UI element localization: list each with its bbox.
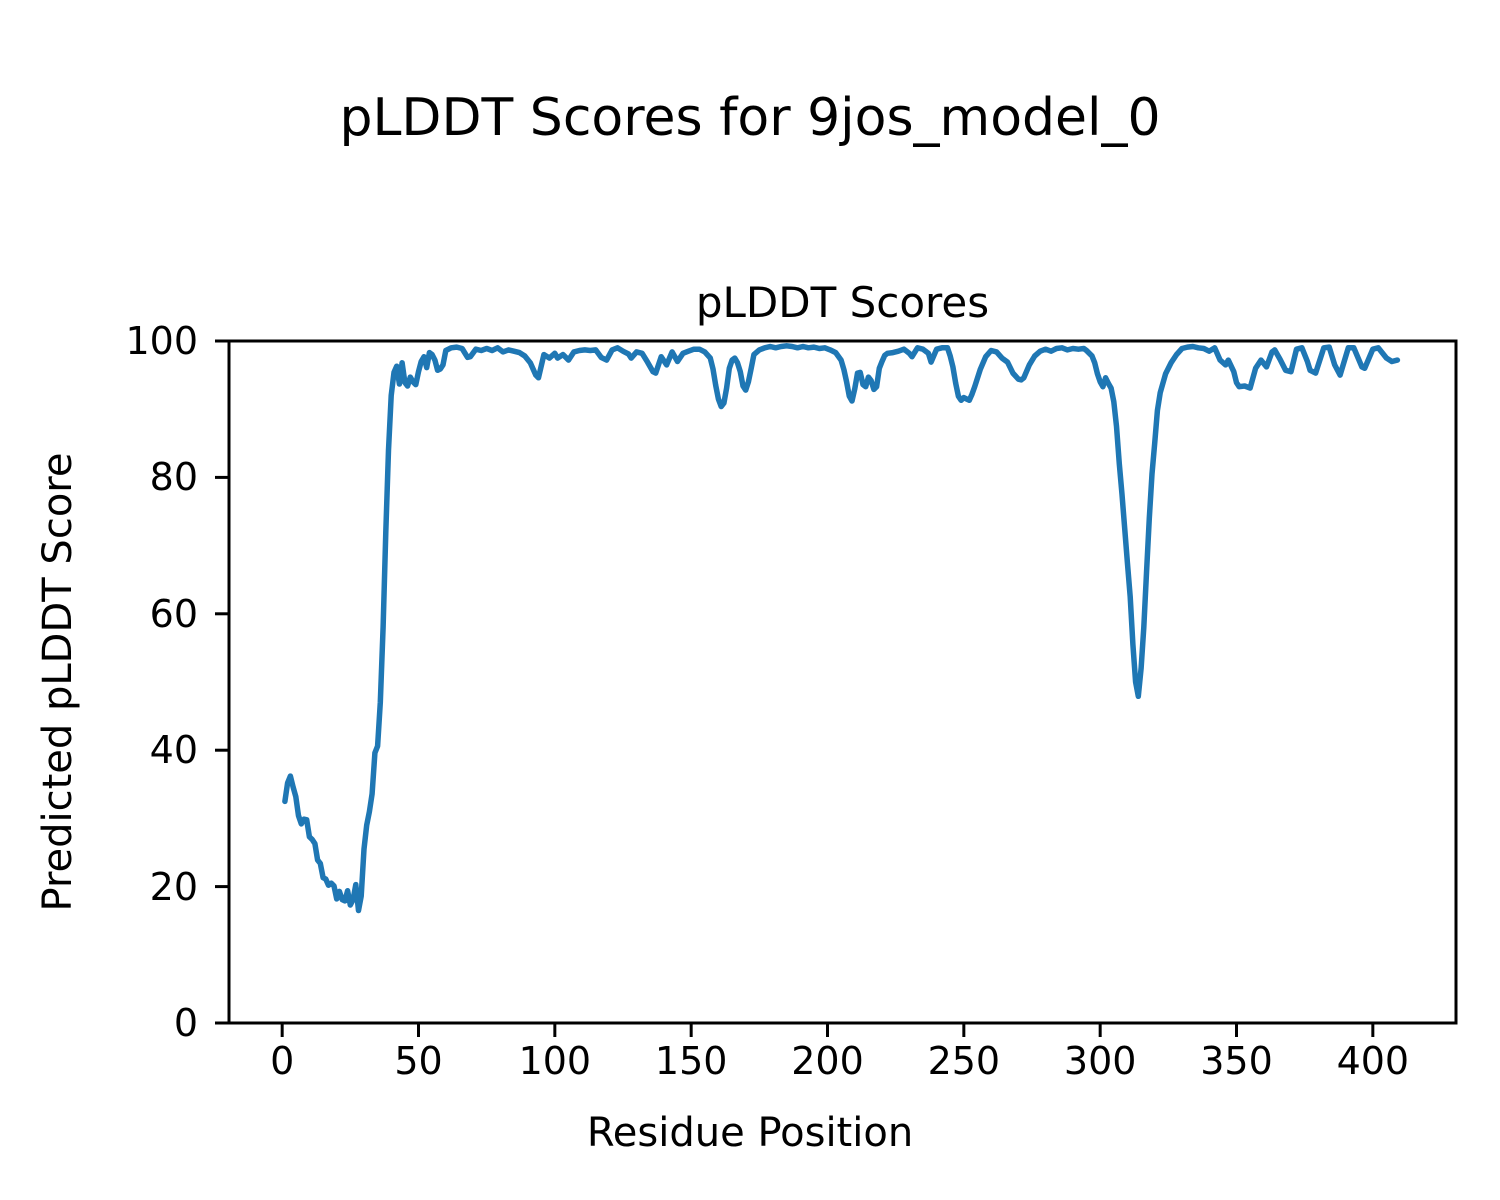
x-tick-label: 350 (1200, 1039, 1273, 1083)
y-tick-label: 40 (149, 728, 198, 773)
y-tick-label: 0 (173, 1001, 198, 1045)
x-tick-label: 150 (654, 1039, 728, 1083)
y-tick-label: 20 (149, 864, 198, 909)
x-tick-label: 250 (927, 1039, 1001, 1083)
y-tick-label: 100 (125, 319, 198, 363)
axes-frame (227, 339, 1458, 1025)
x-tick-label: 200 (791, 1039, 864, 1083)
x-tick-label: 50 (394, 1039, 443, 1083)
x-tick-label: 0 (270, 1039, 295, 1083)
y-axis-label: Predicted pLDDT Score (35, 452, 81, 912)
axes-title: pLDDT Scores (695, 278, 990, 327)
x-tick-label: 100 (518, 1039, 592, 1083)
x-axis-label: Residue Position (586, 1110, 914, 1156)
plddt-series-line (282, 343, 1401, 914)
x-tick-label: 300 (1063, 1039, 1137, 1083)
figure-title: pLDDT Scores for 9jos_model_0 (339, 88, 1161, 148)
y-tick-label: 60 (149, 591, 198, 636)
x-tick-label: 400 (1336, 1039, 1410, 1083)
y-tick-label: 80 (149, 455, 198, 500)
